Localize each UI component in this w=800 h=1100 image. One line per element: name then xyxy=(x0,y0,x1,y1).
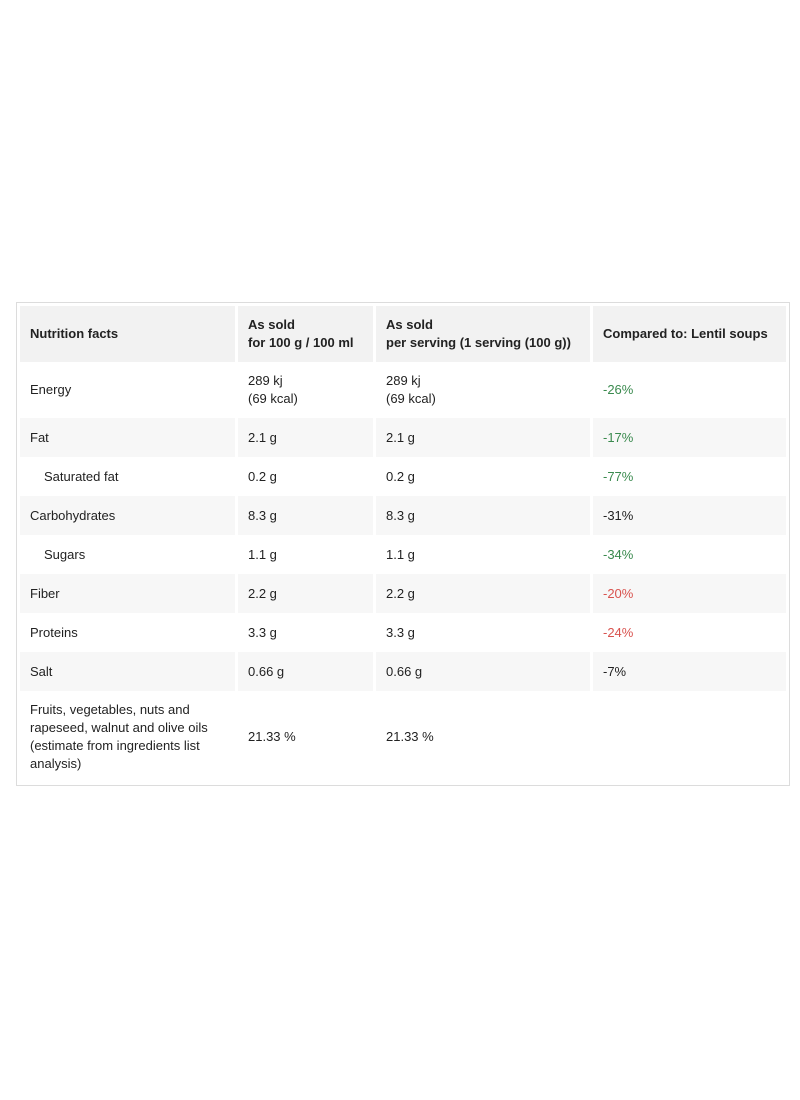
value-kj: 289 kj xyxy=(386,373,421,388)
value-per-100g: 8.3 g xyxy=(238,496,376,535)
table-row-fruits-vegetables: Fruits, vegetables, nuts and rapeseed, w… xyxy=(20,691,786,783)
table-row-energy: Energy 289 kj (69 kcal) 289 kj (69 kcal)… xyxy=(20,362,786,418)
value-per-100g: 1.1 g xyxy=(238,535,376,574)
value-per-100g: 0.2 g xyxy=(238,457,376,496)
compare-value: -17% xyxy=(593,418,786,457)
table-row-carbohydrates: Carbohydrates 8.3 g 8.3 g -31% xyxy=(20,496,786,535)
value-per-100g: 0.66 g xyxy=(238,652,376,691)
value-per-serving: 0.66 g xyxy=(376,652,593,691)
nutrition-facts-table: Nutrition facts As sold for 100 g / 100 … xyxy=(20,306,786,783)
compare-value: -20% xyxy=(593,574,786,613)
header-as-sold-per-100g: As sold for 100 g / 100 ml xyxy=(238,306,376,362)
nutrient-name: Proteins xyxy=(20,613,238,652)
value-per-serving: 0.2 g xyxy=(376,457,593,496)
compare-value: -31% xyxy=(593,496,786,535)
compare-value: -7% xyxy=(593,652,786,691)
compare-value: -77% xyxy=(593,457,786,496)
header-nutrition-facts: Nutrition facts xyxy=(20,306,238,362)
header-as-sold-per-serving: As sold per serving (1 serving (100 g)) xyxy=(376,306,593,362)
table-row-fat: Fat 2.1 g 2.1 g -17% xyxy=(20,418,786,457)
value-kcal: (69 kcal) xyxy=(386,391,436,406)
table-row-salt: Salt 0.66 g 0.66 g -7% xyxy=(20,652,786,691)
value-per-100g: 21.33 % xyxy=(238,691,376,783)
nutrient-name: Fat xyxy=(20,418,238,457)
value-per-100g: 3.3 g xyxy=(238,613,376,652)
value-per-serving: 21.33 % xyxy=(376,691,593,783)
table-row-proteins: Proteins 3.3 g 3.3 g -24% xyxy=(20,613,786,652)
nutrition-facts-panel: Nutrition facts As sold for 100 g / 100 … xyxy=(16,302,790,786)
nutrient-name: Salt xyxy=(20,652,238,691)
nutrient-name: Sugars xyxy=(20,535,238,574)
value-per-100g: 289 kj (69 kcal) xyxy=(238,362,376,418)
value-per-serving: 8.3 g xyxy=(376,496,593,535)
header-label: Nutrition facts xyxy=(30,326,119,341)
header-label: Compared to: Lentil soups xyxy=(603,326,768,341)
table-row-fiber: Fiber 2.2 g 2.2 g -20% xyxy=(20,574,786,613)
value-per-100g: 2.2 g xyxy=(238,574,376,613)
table-row-saturated-fat: Saturated fat 0.2 g 0.2 g -77% xyxy=(20,457,786,496)
table-header-row: Nutrition facts As sold for 100 g / 100 … xyxy=(20,306,786,362)
value-per-serving: 2.1 g xyxy=(376,418,593,457)
compare-value: -26% xyxy=(593,362,786,418)
nutrient-name: Fiber xyxy=(20,574,238,613)
header-compared-to: Compared to: Lentil soups xyxy=(593,306,786,362)
compare-value: -34% xyxy=(593,535,786,574)
value-per-serving: 289 kj (69 kcal) xyxy=(376,362,593,418)
value-per-serving: 2.2 g xyxy=(376,574,593,613)
header-label: As sold xyxy=(248,317,295,332)
nutrient-name: Energy xyxy=(20,362,238,418)
value-kcal: (69 kcal) xyxy=(248,391,298,406)
header-label: As sold xyxy=(386,317,433,332)
compare-value xyxy=(593,691,786,783)
value-per-serving: 3.3 g xyxy=(376,613,593,652)
value-per-100g: 2.1 g xyxy=(238,418,376,457)
header-sublabel: for 100 g / 100 ml xyxy=(248,335,354,350)
header-sublabel: per serving (1 serving (100 g)) xyxy=(386,335,571,350)
value-kj: 289 kj xyxy=(248,373,283,388)
nutrient-name: Carbohydrates xyxy=(20,496,238,535)
nutrient-name: Saturated fat xyxy=(20,457,238,496)
table-row-sugars: Sugars 1.1 g 1.1 g -34% xyxy=(20,535,786,574)
nutrient-name: Fruits, vegetables, nuts and rapeseed, w… xyxy=(20,691,238,783)
value-per-serving: 1.1 g xyxy=(376,535,593,574)
compare-value: -24% xyxy=(593,613,786,652)
